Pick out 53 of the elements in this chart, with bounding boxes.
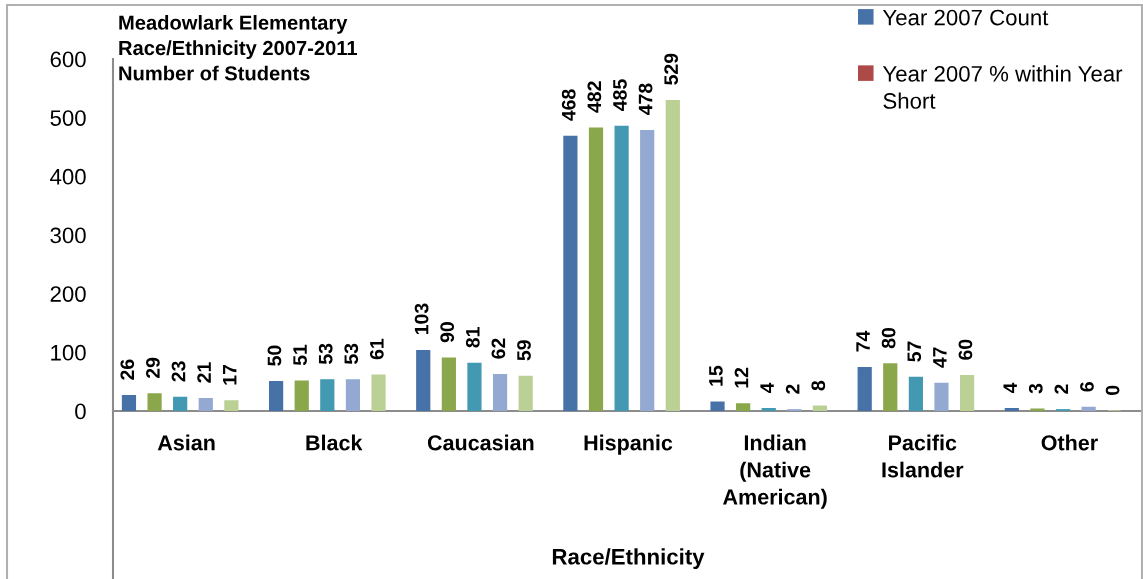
y-tick-label: 200: [50, 286, 86, 302]
legend-label: Year 2007 Count: [882, 9, 1049, 26]
data-label: 17: [223, 364, 237, 385]
data-label: 80: [881, 327, 896, 349]
data-label: 3: [1028, 383, 1043, 394]
data-label: 74: [856, 330, 870, 352]
x-tick-label: Asian: [157, 434, 215, 451]
data-label: 29: [146, 357, 160, 379]
data-label: 12: [734, 367, 749, 388]
data-label: 2: [1054, 384, 1069, 394]
data-label: 468: [561, 89, 576, 121]
x-tick-label: Other: [1041, 434, 1098, 451]
data-label: 21: [197, 362, 211, 383]
data-label: 81: [465, 327, 480, 348]
data-label: 103: [414, 303, 429, 335]
x-tick-label: Pacific Islander: [882, 434, 964, 478]
data-label: 15: [709, 365, 723, 386]
data-label: 26: [120, 359, 135, 380]
data-label: 61: [369, 338, 384, 360]
data-label: 4: [760, 382, 774, 394]
y-tick-label: 600: [50, 51, 86, 68]
y-tick-label: 400: [50, 168, 86, 185]
x-tick-label: Indian (Native American): [723, 434, 827, 509]
data-label: 60: [958, 339, 973, 360]
data-label: 59: [517, 340, 531, 361]
y-tick-label: 0: [75, 403, 86, 420]
data-label: 50: [267, 345, 282, 366]
data-label: 6: [1080, 382, 1094, 392]
data-label: 0: [1105, 385, 1120, 395]
y-tick-label: 300: [50, 227, 86, 244]
data-label: 57: [907, 341, 922, 362]
x-axis-title: Race/Ethnicity: [552, 548, 705, 569]
x-tick-label: Black: [306, 434, 363, 451]
data-label: 8: [811, 380, 826, 391]
data-label: 485: [613, 79, 627, 111]
legend-label: Year 2007 % within Year Short: [882, 65, 1123, 109]
x-tick-label: Hispanic: [584, 434, 673, 455]
data-label: 23: [171, 361, 186, 382]
data-label: 90: [440, 322, 455, 343]
data-label: 47: [933, 347, 947, 368]
data-label: 53: [318, 343, 333, 365]
chart-title: Meadowlark Elementary Race/Ethnicity 2007-2011 Number of Students: [119, 15, 358, 81]
data-label: 4: [1003, 382, 1017, 394]
data-label: 2: [785, 384, 800, 394]
y-tick-label: 500: [50, 110, 86, 126]
data-label: 62: [491, 338, 506, 359]
data-label: 482: [587, 81, 602, 113]
data-label: 51: [293, 344, 307, 366]
x-tick-label: Caucasian: [427, 434, 534, 451]
data-label: 529: [664, 53, 679, 85]
y-tick-label: 100: [51, 344, 86, 361]
data-label: 53: [344, 343, 359, 365]
data-label: 478: [638, 83, 653, 115]
